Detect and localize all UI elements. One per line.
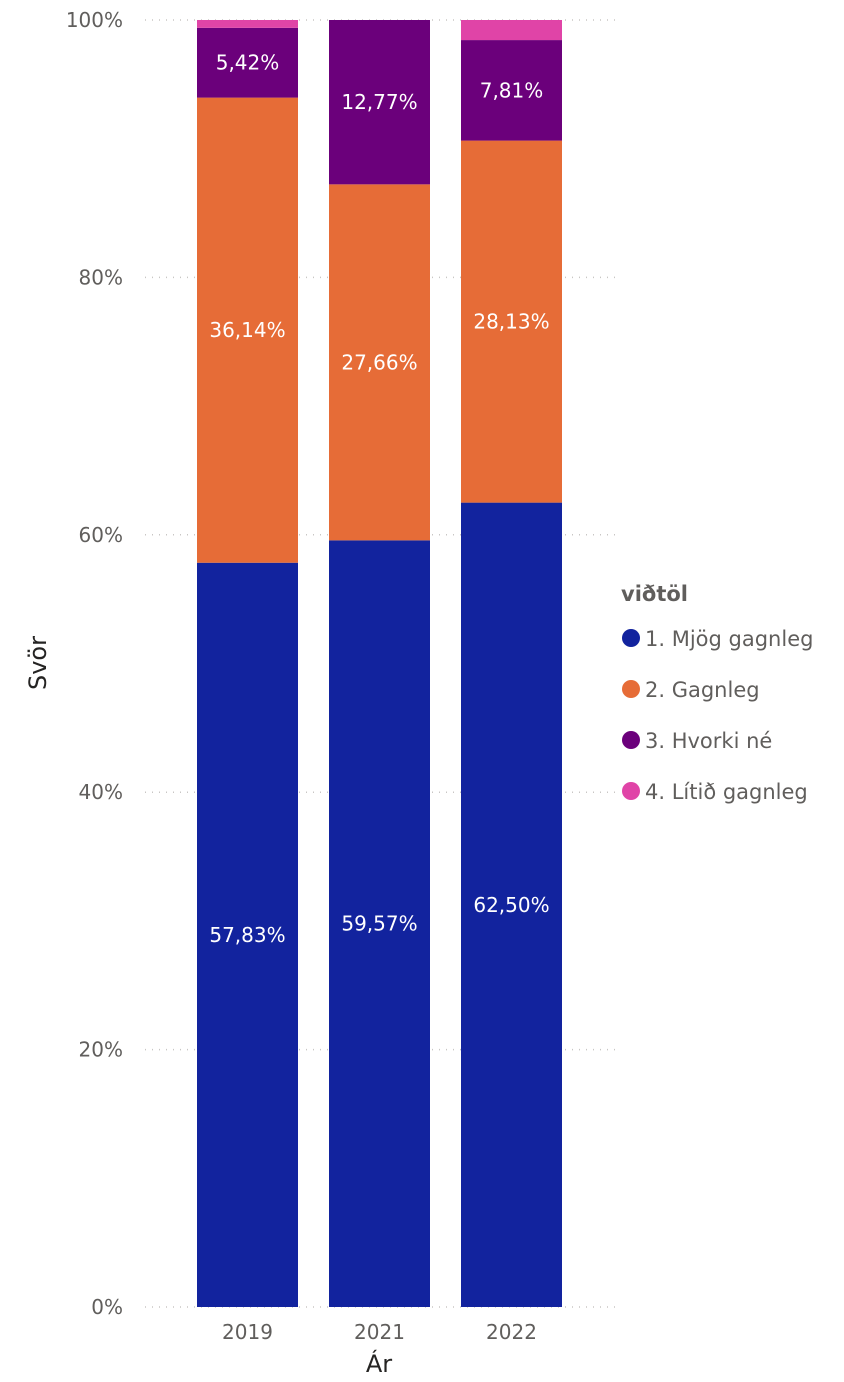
- y-axis-title: Svör: [24, 636, 52, 690]
- data-label: 62,50%: [473, 893, 549, 917]
- data-label: 5,42%: [216, 51, 280, 75]
- bar-segment: [329, 184, 430, 541]
- data-label: 12,77%: [341, 90, 417, 114]
- legend-entry: 4. Lítið gagnleg: [645, 780, 808, 804]
- data-label: 28,13%: [473, 310, 549, 334]
- legend-marker: [622, 782, 640, 800]
- y-tick-label: 80%: [79, 265, 123, 289]
- legend-entry: 3. Hvorki né: [645, 729, 772, 753]
- legend-marker: [622, 680, 640, 698]
- x-category-label: 2022: [486, 1320, 537, 1344]
- legend-title: viðtöl: [621, 582, 688, 606]
- legend-entry: 1. Mjög gagnleg: [645, 627, 813, 651]
- data-label: 57,83%: [209, 923, 285, 947]
- x-axis-categories: 2019 2021 2022: [222, 1320, 537, 1344]
- x-category-label: 2021: [354, 1320, 405, 1344]
- data-label: 59,57%: [341, 912, 417, 936]
- y-tick-label: 40%: [79, 780, 123, 804]
- y-tick-label: 0%: [91, 1295, 123, 1319]
- bar-segment: [461, 140, 562, 503]
- bar-segment: [461, 502, 562, 1307]
- bar-segment: [197, 20, 298, 28]
- data-label: 27,66%: [341, 350, 417, 374]
- y-axis-ticks: 0% 20% 40% 60% 80% 100%: [66, 8, 123, 1319]
- y-tick-label: 100%: [66, 8, 123, 32]
- bar-segment: [197, 97, 298, 563]
- x-category-label: 2019: [222, 1320, 273, 1344]
- data-label: 36,14%: [209, 318, 285, 342]
- data-label: 7,81%: [480, 78, 544, 102]
- legend-marker: [622, 731, 640, 749]
- bar-segment: [197, 562, 298, 1307]
- bar-segment: [461, 40, 562, 141]
- x-axis-title: Ár: [366, 1349, 392, 1378]
- data-labels: 57,83% 36,14% 5,42% 59,57% 27,66% 12,77% 62,50…: [209, 51, 549, 947]
- bars: [197, 20, 562, 1307]
- legend: viðtöl 1. Mjög gagnleg 2. Gagnleg 3. Hvork…: [621, 582, 813, 804]
- y-tick-label: 60%: [79, 523, 123, 547]
- y-tick-label: 20%: [79, 1038, 123, 1062]
- legend-marker: [622, 629, 640, 647]
- legend-entry: 2. Gagnleg: [645, 678, 760, 702]
- bar-segment: [461, 20, 562, 41]
- bar-segment: [329, 20, 430, 185]
- bar-segment: [329, 540, 430, 1307]
- bar-segment: [197, 27, 298, 98]
